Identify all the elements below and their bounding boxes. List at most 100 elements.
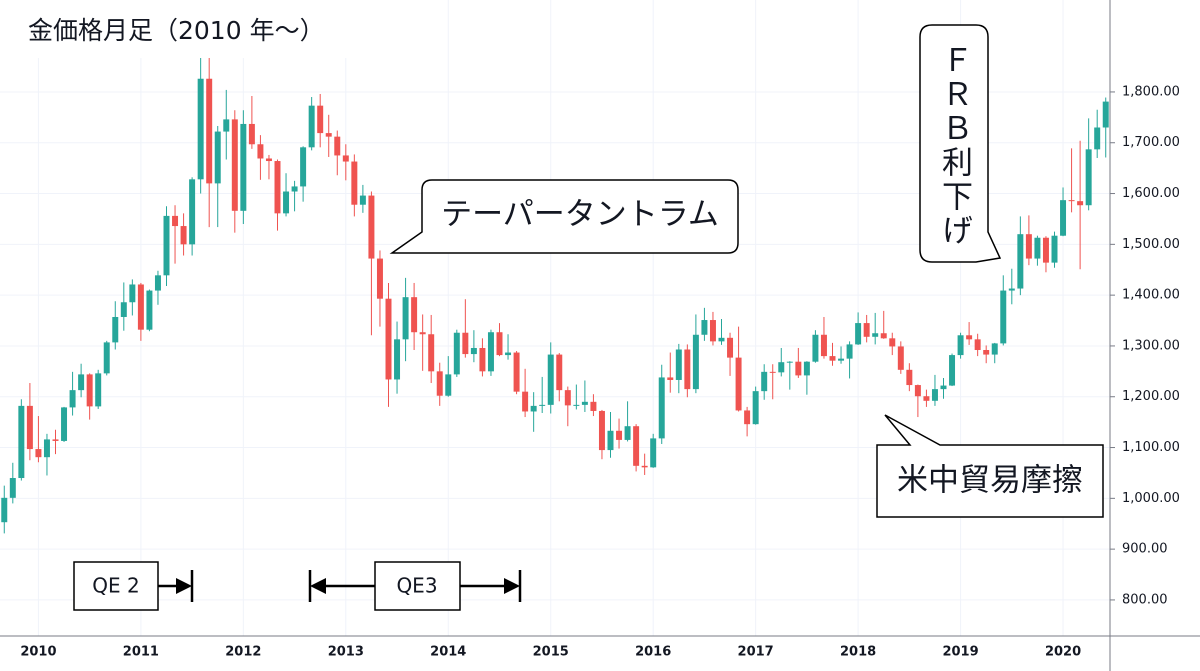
candle-body — [607, 430, 614, 451]
x-tick-label: 2010 — [20, 645, 56, 660]
candle-body — [291, 186, 298, 192]
candle-body — [616, 430, 623, 440]
candle-body — [1, 497, 8, 523]
candle-body — [931, 389, 938, 401]
candle-body — [240, 123, 247, 211]
candle-body — [624, 426, 631, 440]
candle-body — [462, 332, 469, 355]
candle-body — [889, 338, 896, 347]
arrow-head — [310, 578, 326, 594]
axes: 800.00 900.00 1,000.00 1,100.00 1,200.00 1,30… — [20, 84, 1180, 659]
candle-body — [189, 179, 196, 245]
y-tick-label: 1,100.00 — [1122, 440, 1180, 455]
candle-body — [820, 334, 827, 357]
x-tick-label: 2018 — [840, 645, 876, 660]
candle-body — [897, 346, 904, 370]
candle-body — [906, 369, 913, 386]
candle-body — [214, 131, 221, 184]
candle-body — [1051, 235, 1058, 263]
candle-body — [172, 215, 179, 227]
candle-body — [1085, 149, 1092, 206]
candle-body — [317, 105, 324, 134]
candle-body — [846, 344, 853, 359]
candle-body — [146, 290, 153, 330]
candle-body — [453, 332, 460, 375]
candle-body — [1000, 290, 1007, 344]
candle-body — [752, 391, 759, 425]
candle-body — [402, 297, 409, 340]
candle-body — [786, 361, 793, 363]
candle-body — [709, 320, 716, 342]
candle-body — [675, 349, 682, 380]
x-tick-label: 2019 — [942, 645, 978, 660]
candles — [1, 30, 1109, 534]
candle-body — [300, 147, 307, 187]
y-tick-label: 1,400.00 — [1122, 288, 1180, 303]
candle-body — [197, 78, 204, 180]
candle-body — [812, 334, 819, 362]
x-tick-label: 2014 — [430, 645, 466, 660]
candle-body — [684, 349, 691, 390]
candle-body — [9, 478, 16, 498]
candle-body — [470, 347, 477, 355]
candle-body — [428, 334, 435, 372]
candle-body — [940, 385, 947, 390]
candle-body — [966, 335, 973, 340]
candle-body — [496, 332, 503, 356]
candle-body — [573, 404, 580, 406]
y-tick-label: 1,200.00 — [1122, 389, 1180, 404]
y-tick-label: 1,600.00 — [1122, 186, 1180, 201]
x-tick-label: 2017 — [738, 645, 774, 660]
candle-body — [829, 356, 836, 361]
x-tick-label: 2011 — [123, 645, 159, 660]
y-tick-label: 900.00 — [1122, 542, 1168, 557]
candle-body — [325, 133, 332, 137]
candle-body — [522, 391, 529, 412]
candle-body — [735, 357, 742, 411]
callout-box — [876, 414, 1104, 518]
x-tick-label: 2015 — [533, 645, 569, 660]
candle-body — [137, 284, 144, 330]
arrow-head — [176, 578, 192, 594]
qe-label: QE 2 — [92, 574, 139, 598]
candle-body — [368, 195, 375, 259]
candle-body — [530, 405, 537, 412]
candle-body — [633, 426, 640, 466]
candle-body — [274, 161, 281, 214]
candle-body — [359, 195, 366, 205]
candle-body — [778, 362, 785, 373]
candle-body — [923, 396, 930, 401]
chart-title: 金価格月足（2010 年〜） — [28, 16, 325, 45]
candle-body — [411, 297, 418, 333]
candle-body — [308, 105, 315, 148]
x-tick-label: 2020 — [1045, 645, 1081, 660]
candle-body — [385, 298, 392, 380]
y-tick-label: 1,800.00 — [1122, 84, 1180, 99]
candle-body — [949, 355, 956, 386]
candle-body — [1017, 234, 1024, 289]
candle-body — [761, 371, 768, 392]
candle-body — [914, 385, 921, 397]
x-tick-label: 2013 — [328, 645, 364, 660]
candle-body — [1068, 200, 1075, 202]
candle-body — [95, 373, 102, 407]
candle-body — [803, 361, 810, 376]
candle-body — [69, 390, 76, 408]
candle-body — [1034, 237, 1041, 259]
candle-body — [257, 144, 264, 159]
candle-body — [598, 410, 605, 451]
candle-body — [86, 374, 93, 407]
candle-body — [880, 333, 887, 339]
candle-body — [539, 404, 546, 406]
callout-text: テーパータントラム — [441, 197, 719, 233]
candle-body — [419, 332, 426, 335]
candle-body — [1042, 237, 1049, 263]
candle-body — [983, 350, 990, 355]
qe-label: QE3 — [396, 574, 437, 598]
candle-body — [342, 155, 349, 162]
candle-body — [78, 374, 85, 391]
qe-box — [73, 561, 159, 611]
y-tick-label: 1,300.00 — [1122, 338, 1180, 353]
candle-body — [547, 354, 554, 405]
candle-body — [727, 337, 734, 358]
